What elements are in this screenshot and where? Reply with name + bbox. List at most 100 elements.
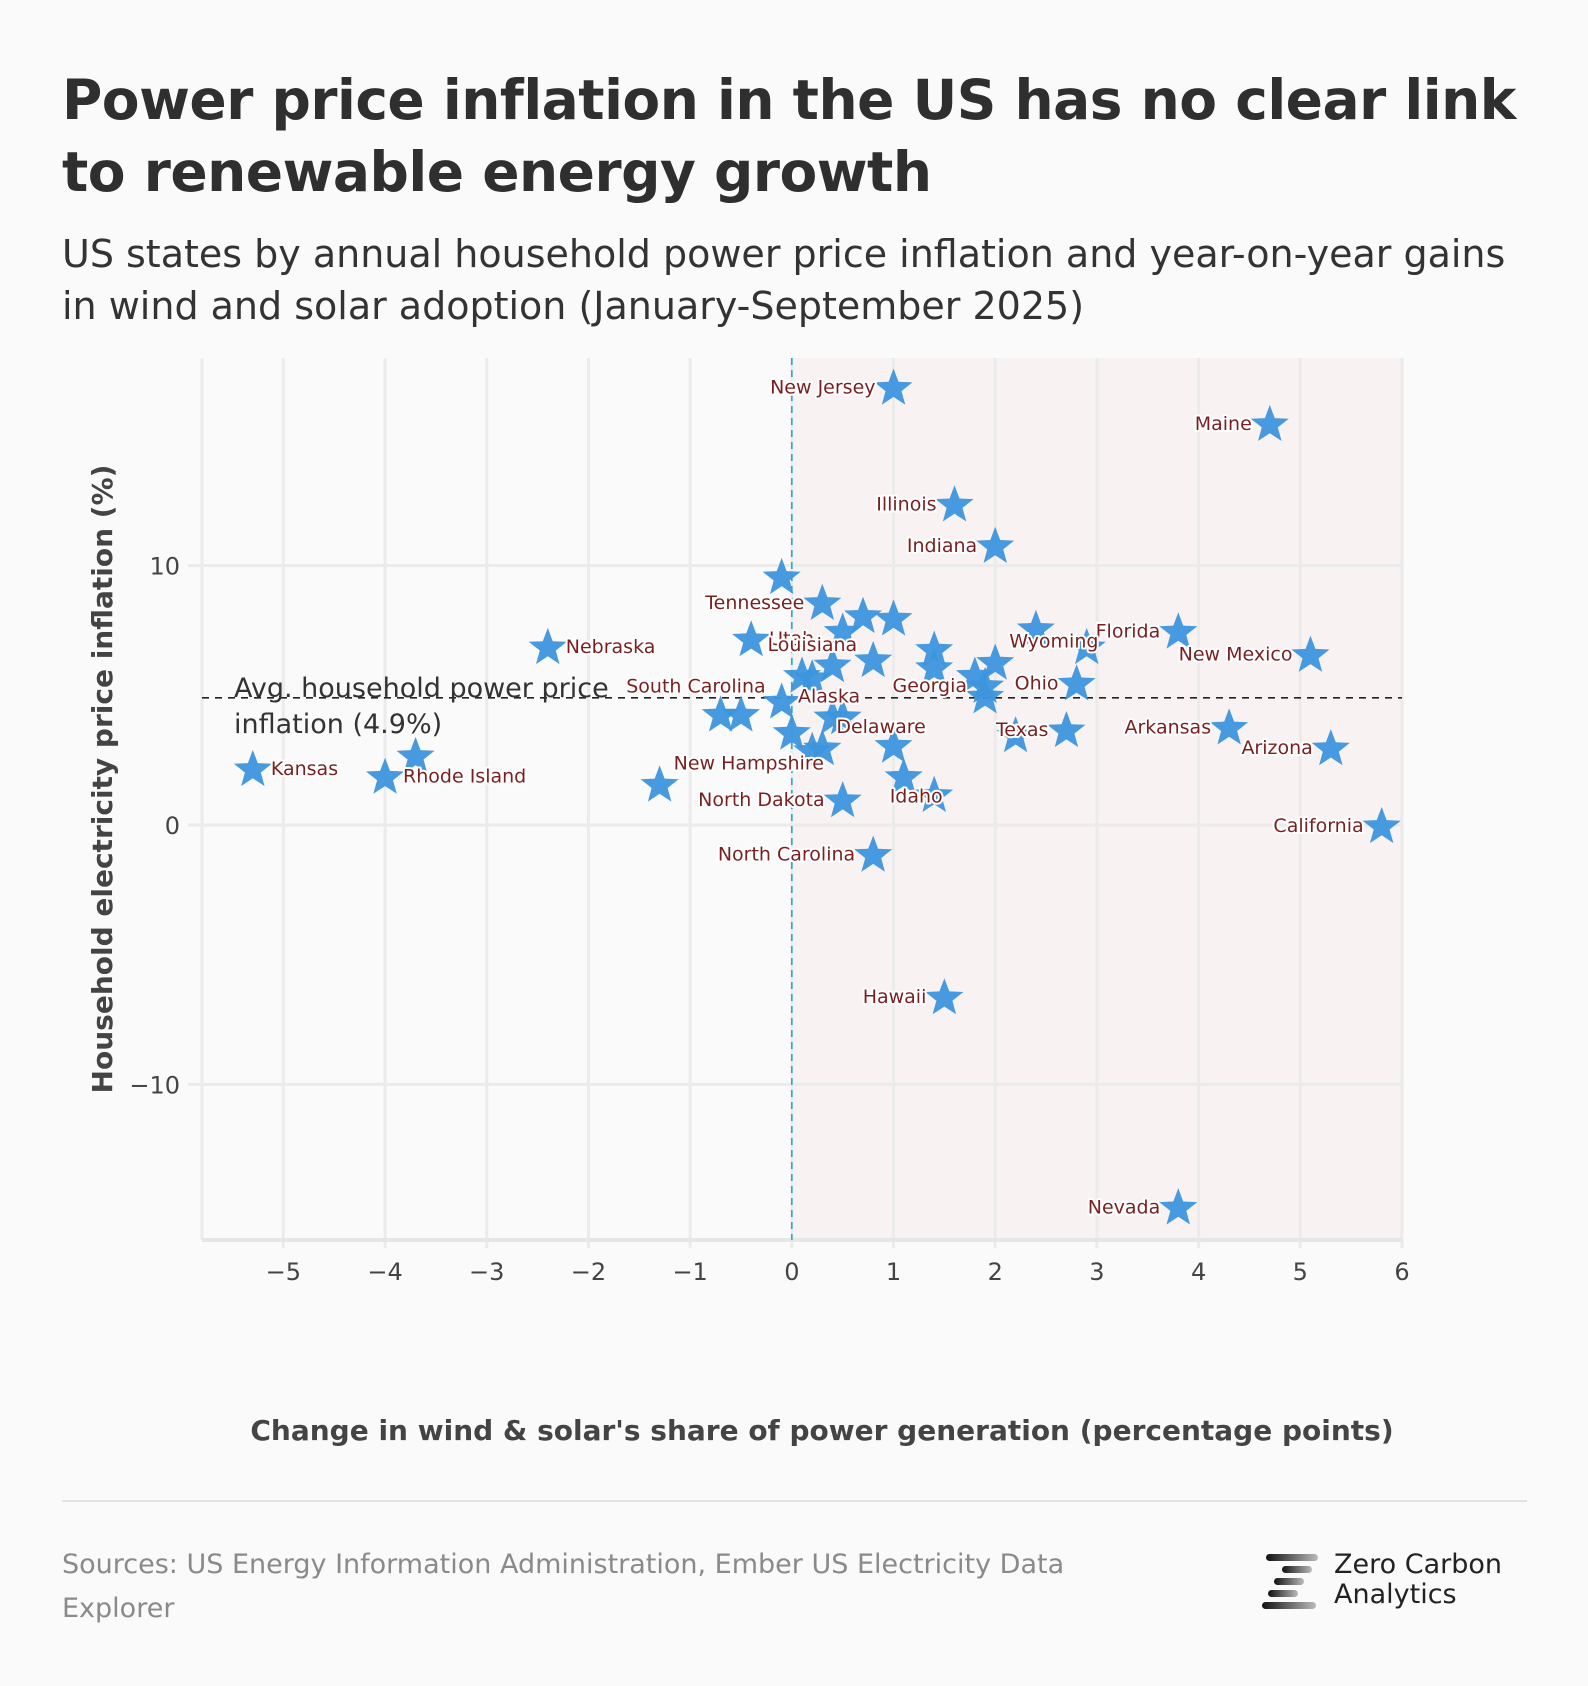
y-tick-label: −10 (129, 1071, 180, 1099)
data-label: North Carolina (718, 843, 855, 865)
data-point-star (640, 765, 679, 802)
data-point-star (813, 646, 852, 683)
data-point-star (762, 682, 801, 719)
data-point-star (884, 757, 923, 794)
data-point-star (1159, 1188, 1198, 1225)
data-point-star (915, 630, 954, 667)
data-label: Rhode Island (403, 766, 526, 788)
data-point-star (722, 695, 760, 732)
data-label: Tennessee (704, 592, 804, 614)
data-label: Kansas (271, 758, 338, 780)
data-point-star (772, 713, 811, 750)
y-axis-title: Household electricity price inflation (%… (86, 465, 119, 1094)
reference-lines: Avg. household power price inflation (4.9… (202, 358, 1402, 1240)
y-tick-label: 0 (165, 812, 180, 840)
data-point-star (233, 749, 272, 787)
data-point-star (823, 781, 862, 818)
data-point-star (528, 627, 567, 665)
average-line-label: Avg. household power price (234, 673, 609, 704)
data-label: Indiana (907, 535, 977, 557)
x-tick-label: 3 (1089, 1258, 1104, 1286)
data-point-star (925, 978, 964, 1015)
data-point-star (803, 583, 842, 620)
data-points (233, 368, 1401, 1225)
data-label: South Carolina (626, 675, 765, 697)
data-label: Delaware (836, 716, 926, 738)
x-tick-label: 5 (1293, 1258, 1308, 1286)
data-point-star (396, 736, 435, 774)
brand-logo: Zero Carbon Analytics (1262, 1550, 1502, 1610)
data-point-star (762, 557, 801, 595)
data-point-star (874, 368, 913, 405)
data-point-star (854, 640, 893, 678)
data-label: Hawaii (863, 986, 927, 1008)
data-point-star (1291, 635, 1330, 672)
data-label: Utah (769, 628, 814, 650)
data-label: Nevada (1088, 1196, 1161, 1218)
data-label: Nebraska (566, 636, 656, 658)
data-point-star (915, 648, 954, 685)
x-tick-label: −2 (571, 1258, 606, 1286)
x-axis-title: Change in wind & solar's share of power … (250, 1414, 1393, 1447)
x-tick-label: −5 (266, 1258, 301, 1286)
data-label: California (1273, 815, 1363, 837)
data-point-star (874, 726, 913, 763)
data-labels: New Jersey Maine Illinois Indiana Tennessee U… (269, 375, 1366, 1221)
brand-name-line2: Analytics (1334, 1579, 1457, 1610)
data-point-star (1067, 627, 1106, 665)
footer-divider (62, 1500, 1527, 1502)
data-point-star (1311, 729, 1350, 766)
data-point-star (935, 485, 974, 522)
data-label: Arizona (1241, 737, 1312, 759)
data-point-star (844, 596, 882, 633)
data-point-star (1362, 806, 1401, 844)
data-point-star (1159, 612, 1198, 649)
data-point-star (966, 677, 1005, 714)
data-label: New Mexico (1179, 644, 1293, 666)
data-point-star (793, 659, 832, 696)
data-point-star (976, 643, 1015, 680)
x-tick-label: 6 (1394, 1258, 1409, 1286)
data-point-star (701, 695, 740, 732)
data-label: Texas (995, 719, 1049, 741)
data-point-star (823, 612, 862, 649)
data-point-star (976, 526, 1015, 563)
data-label: Arkansas (1125, 716, 1212, 738)
data-label: New Jersey (770, 377, 875, 399)
data-point-star (793, 731, 832, 768)
data-point-star (955, 656, 994, 693)
data-label: Alaska (798, 685, 860, 707)
data-point-star (1047, 711, 1086, 748)
data-point-star (732, 620, 771, 657)
data-point-star (996, 716, 1035, 753)
data-point-star (915, 775, 954, 812)
data-point-star (1210, 708, 1249, 745)
chart-subtitle: US states by annual household power pric… (62, 232, 1506, 328)
data-label: Maine (1195, 413, 1252, 435)
data-point-star (366, 757, 405, 794)
data-label: North Dakota (698, 789, 825, 811)
x-tick-label: 4 (1191, 1258, 1206, 1286)
sources-note: Sources: US Energy Information Administr… (62, 1549, 1065, 1624)
zca-logo-icon (1262, 1552, 1322, 1609)
x-tick-label: −3 (469, 1258, 504, 1286)
data-point-star (1250, 404, 1289, 441)
y-tick-label: 10 (149, 553, 180, 581)
data-point-star (823, 698, 862, 735)
chart-title: Power price inflation in the US has no c… (62, 68, 1516, 204)
data-label: Florida (1096, 620, 1161, 642)
data-point-star (874, 599, 913, 636)
x-tick-label: 2 (988, 1258, 1003, 1286)
data-point-star (1016, 609, 1055, 646)
data-point-star (1057, 664, 1096, 701)
data-point-star (854, 835, 893, 872)
brand-name-line1: Zero Carbon (1334, 1549, 1502, 1580)
data-label: Ohio (1015, 672, 1059, 694)
data-label: Wyoming (1009, 631, 1098, 653)
x-tick-label: −1 (672, 1258, 707, 1286)
data-label: Illinois (876, 493, 936, 515)
data-label: New Hampshire (674, 752, 824, 774)
x-tick-label: 0 (784, 1258, 799, 1286)
